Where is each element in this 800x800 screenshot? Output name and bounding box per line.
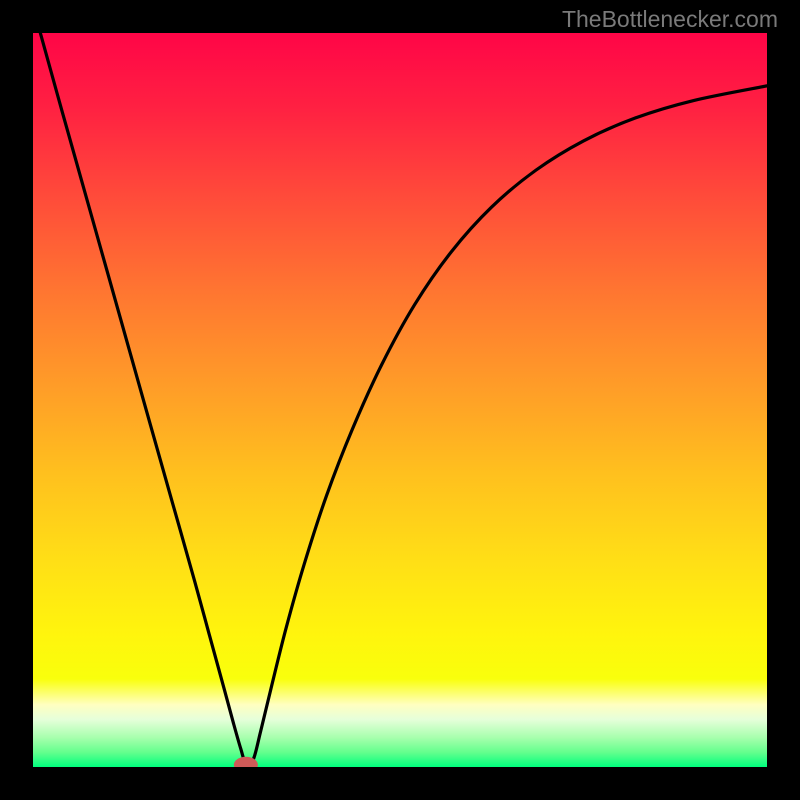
watermark-text: TheBottlenecker.com (562, 6, 778, 33)
bottleneck-curve (40, 33, 767, 764)
curve-layer (33, 33, 767, 767)
plot-area (33, 33, 767, 767)
chart-container: TheBottlenecker.com (0, 0, 800, 800)
